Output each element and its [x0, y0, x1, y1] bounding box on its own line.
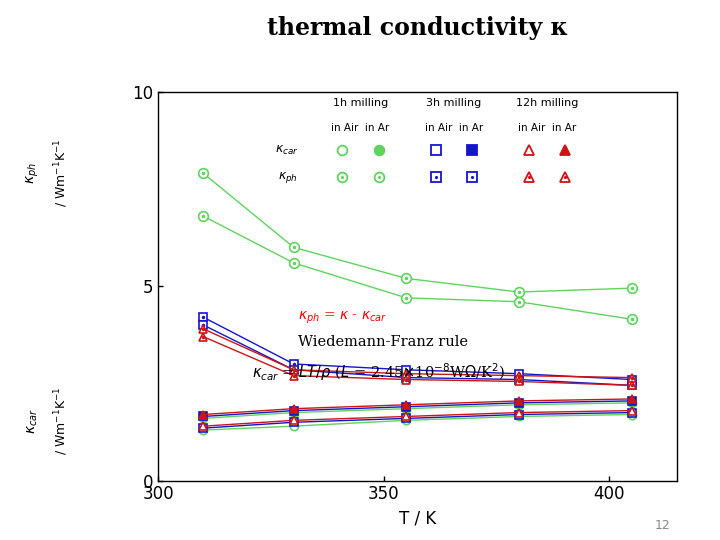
Text: $\kappa_{ph}$: $\kappa_{ph}$	[279, 170, 298, 185]
Text: in Air  in Ar: in Air in Ar	[331, 123, 390, 133]
Text: 3h milling: 3h milling	[426, 98, 482, 107]
Text: thermal conductivity κ: thermal conductivity κ	[267, 16, 568, 40]
Text: $\kappa_{car}$ = $LT/\rho$ ($L$ = 2.45$\times$10$^{-8}$W$\Omega$/K$^2$): $\kappa_{car}$ = $LT/\rho$ ($L$ = 2.45$\…	[252, 361, 505, 382]
Text: $\kappa_{ph}$ = $\kappa$ - $\kappa_{car}$: $\kappa_{ph}$ = $\kappa$ - $\kappa_{car}…	[298, 309, 387, 326]
X-axis label: T / K: T / K	[399, 509, 436, 527]
Text: Wiedemann-Franz rule: Wiedemann-Franz rule	[298, 335, 469, 349]
Text: in Air  in Ar: in Air in Ar	[425, 123, 483, 133]
Text: $\kappa_{ph}$: $\kappa_{ph}$	[24, 162, 40, 184]
Text: in Air  in Ar: in Air in Ar	[518, 123, 576, 133]
Text: 12h milling: 12h milling	[516, 98, 578, 107]
Text: $\kappa_{car}$: $\kappa_{car}$	[275, 144, 298, 157]
Text: / Wm$^{-1}$K$^{-1}$: / Wm$^{-1}$K$^{-1}$	[53, 139, 70, 207]
Text: / Wm$^{-1}$K$^{-1}$: / Wm$^{-1}$K$^{-1}$	[53, 387, 70, 455]
Text: 1h milling: 1h milling	[333, 98, 388, 107]
Text: 12: 12	[654, 519, 670, 532]
Text: $\kappa_{car}$: $\kappa_{car}$	[25, 408, 40, 434]
